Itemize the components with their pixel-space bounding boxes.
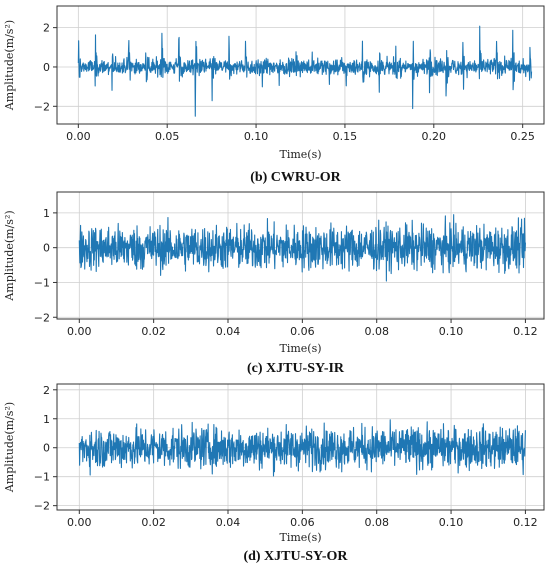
x-tick-label: 0.06 — [290, 325, 315, 338]
x-tick-label: 0.04 — [216, 516, 241, 529]
x-axis-label: Time(s) — [279, 531, 321, 544]
y-tick-label: 2 — [43, 22, 50, 35]
x-tick-label: 0.15 — [333, 130, 358, 143]
y-tick-label: 0 — [43, 61, 50, 74]
y-axis-label: Amplitude(m/s²) — [3, 20, 16, 111]
panel-caption: (c) XJTU-SY-IR — [247, 361, 345, 376]
plot-frame — [56, 5, 545, 125]
y-tick-label: −1 — [34, 471, 50, 484]
y-tick-label: −1 — [34, 276, 50, 289]
x-tick-label: 0.06 — [290, 516, 315, 529]
x-tick-label: 0.02 — [141, 325, 166, 338]
x-axis-label: Time(s) — [279, 148, 321, 161]
x-axis-label: Time(s) — [279, 342, 321, 355]
panel-caption: (d) XJTU-SY-OR — [243, 549, 348, 564]
y-axis-label: Amplitude(m/s²) — [3, 210, 16, 301]
x-tick-label: 0.10 — [244, 130, 269, 143]
plot-frame — [56, 191, 545, 320]
y-tick-label: −2 — [34, 500, 50, 513]
series-line — [78, 419, 526, 477]
series-line — [78, 214, 526, 282]
y-axis-label: Amplitude(m/s²) — [3, 402, 16, 493]
x-tick-label: 0.00 — [67, 516, 92, 529]
x-tick-label: 0.04 — [216, 325, 241, 338]
x-tick-label: 0.00 — [66, 130, 91, 143]
panel-3: 0.00 0.02 0.04 0.06 0.08 0.10 0.12 −2 −1 0 1 2 Time(… — [3, 383, 545, 564]
panel-caption: (b) CWRU-OR — [250, 170, 341, 185]
plot-frame — [56, 383, 545, 511]
x-tick-label: 0.10 — [439, 516, 464, 529]
y-tick-label: 1 — [43, 413, 50, 426]
y-tick-label: 0 — [43, 242, 50, 255]
x-tick-label: 0.05 — [155, 130, 180, 143]
y-tick-label: 1 — [43, 207, 50, 220]
series-line — [77, 25, 533, 117]
panel-2: 0.00 0.02 0.04 0.06 0.08 0.10 0.12 −2 −1 0 1 Time(s… — [3, 191, 545, 376]
y-tick-label: −2 — [34, 311, 50, 324]
x-tick-label: 0.08 — [364, 516, 389, 529]
x-tick-label: 0.10 — [439, 325, 464, 338]
y-tick-label: −2 — [34, 100, 50, 113]
x-tick-label: 0.02 — [141, 516, 166, 529]
y-tick-label: 0 — [43, 442, 50, 455]
x-tick-label: 0.12 — [513, 325, 538, 338]
x-tick-label: 0.12 — [513, 516, 538, 529]
panel-1: 0.00 0.05 0.10 0.15 0.20 0.25 −2 0 2 Time(s) Ampli… — [3, 5, 545, 185]
x-tick-label: 0.20 — [422, 130, 447, 143]
y-tick-label: 2 — [43, 384, 50, 397]
x-tick-label: 0.08 — [364, 325, 389, 338]
x-tick-label: 0.00 — [67, 325, 92, 338]
x-tick-label: 0.25 — [510, 130, 535, 143]
